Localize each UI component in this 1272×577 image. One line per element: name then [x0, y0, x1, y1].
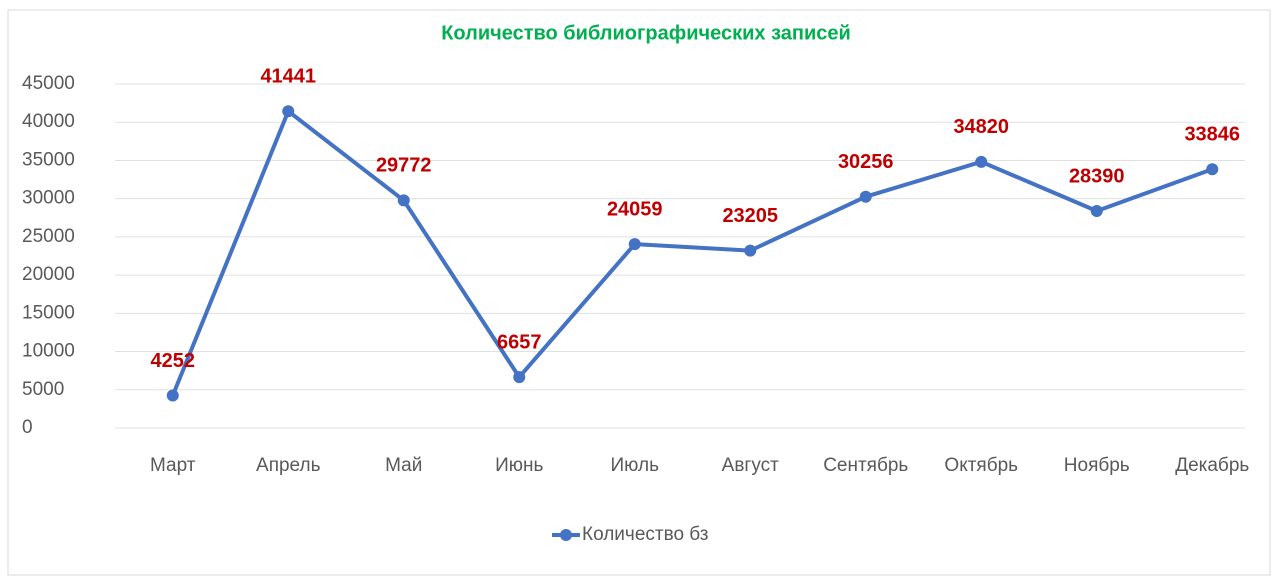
data-label: 23205	[722, 205, 778, 227]
y-tick-label: 15000	[22, 302, 75, 323]
x-tick-label: Декабрь	[1175, 455, 1249, 476]
point	[282, 105, 295, 118]
x-tick-label: Март	[150, 455, 196, 476]
point	[628, 238, 641, 251]
chart-border	[7, 9, 1271, 576]
y-tick-label: 0	[22, 417, 33, 438]
x-tick-label: Июнь	[495, 455, 543, 476]
data-label: 24059	[607, 198, 663, 220]
data-label: 28390	[1069, 165, 1125, 187]
point	[975, 155, 988, 168]
point	[859, 190, 872, 203]
x-tick-label: Сентябрь	[823, 455, 908, 476]
legend-marker	[560, 529, 572, 541]
y-tick-label: 45000	[22, 73, 75, 94]
y-tick-label: 20000	[22, 264, 75, 285]
data-label: 4252	[151, 350, 196, 372]
point	[166, 389, 179, 402]
point	[1206, 163, 1219, 176]
y-tick-label: 25000	[22, 226, 75, 247]
point	[744, 244, 757, 257]
legend-label: Количество бз	[582, 524, 709, 545]
x-tick-label: Июль	[611, 455, 660, 476]
point	[397, 194, 410, 207]
x-tick-label: Ноябрь	[1064, 455, 1130, 476]
data-label: 34820	[953, 116, 1009, 138]
point	[1090, 204, 1103, 217]
point	[513, 371, 526, 384]
y-tick-label: 40000	[22, 111, 75, 132]
y-tick-label: 35000	[22, 149, 75, 170]
data-label: 33846	[1184, 124, 1240, 146]
line	[170, 109, 1213, 397]
x-tick-label: Апрель	[256, 455, 321, 476]
chart-title: Количество библиографических записей	[441, 22, 851, 44]
y-tick-label: 10000	[22, 341, 75, 362]
y-tick-label: 5000	[22, 379, 64, 400]
data-label: 30256	[838, 151, 894, 173]
x-tick-label: Май	[385, 455, 422, 476]
y-tick-label: 30000	[22, 188, 75, 209]
data-label: 41441	[260, 65, 316, 87]
data-label: 6657	[497, 331, 542, 353]
x-tick-label: Октябрь	[944, 455, 1018, 476]
data-label: 29772	[376, 155, 432, 177]
x-tick-label: Август	[722, 455, 779, 476]
